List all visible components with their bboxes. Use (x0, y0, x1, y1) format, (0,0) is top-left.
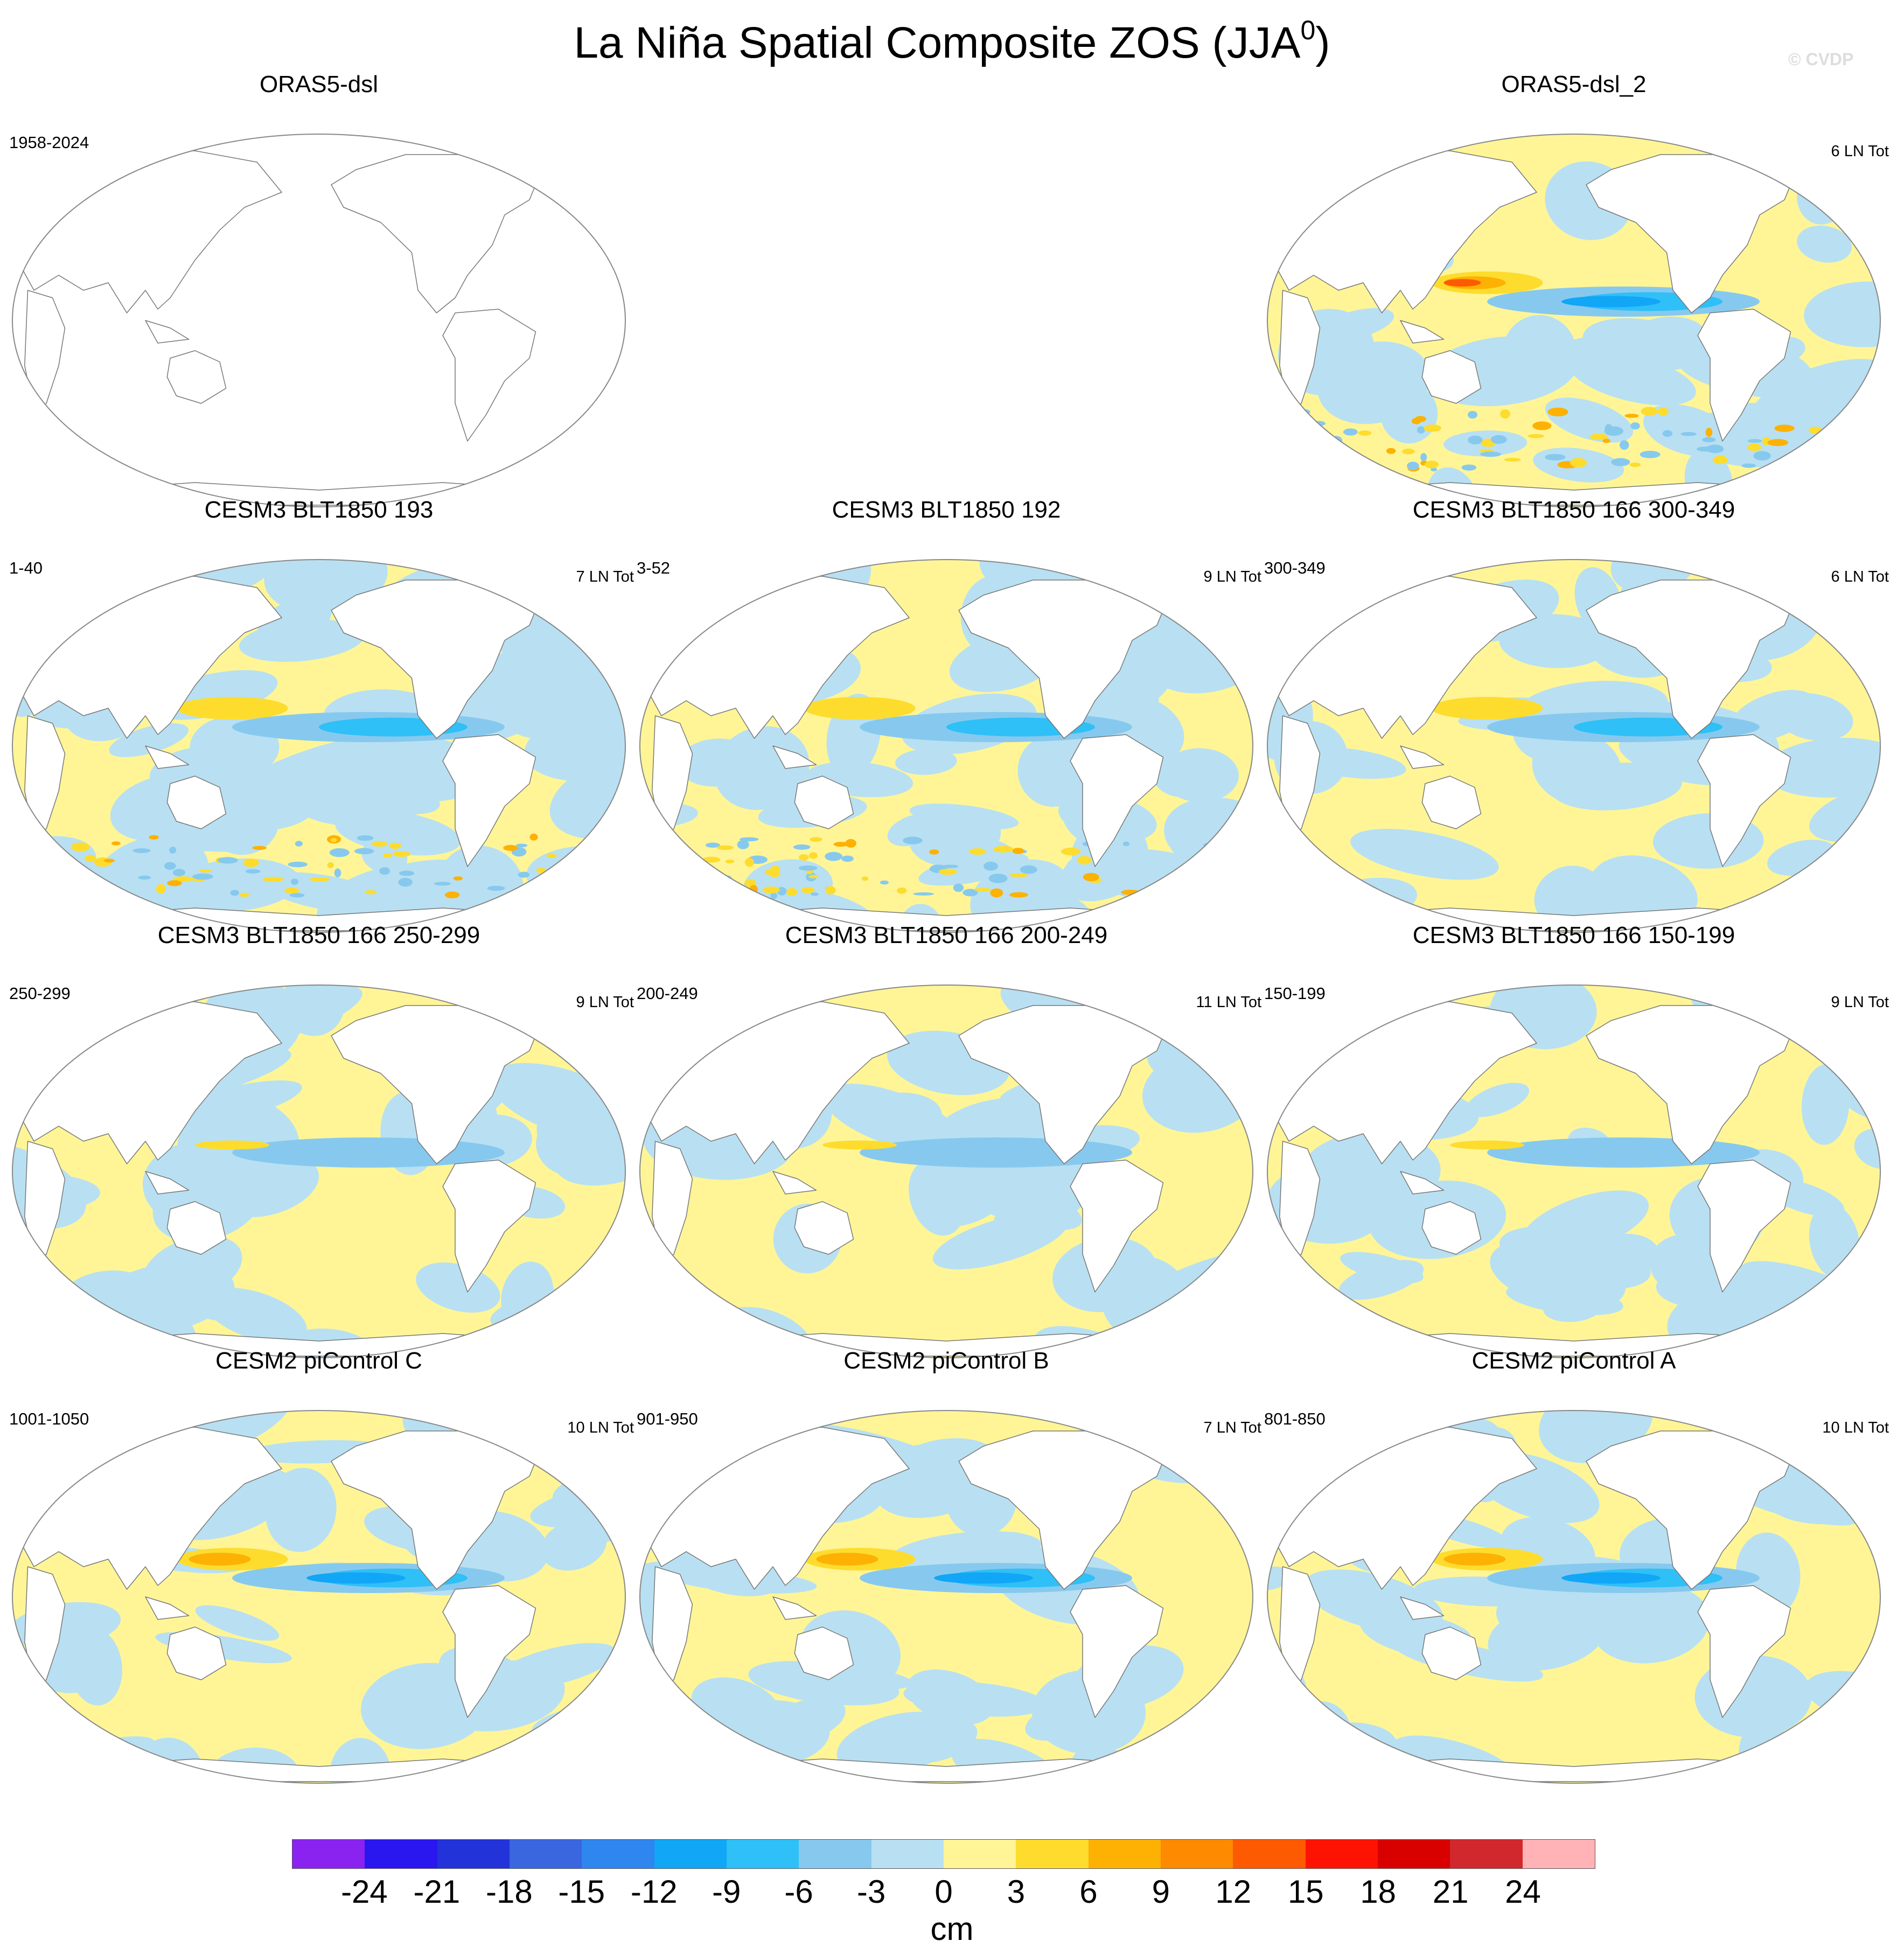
panel-event-count: 11 LN Tot (1196, 994, 1261, 1011)
colorbar-swatch (1088, 1840, 1161, 1868)
panel-period-label: 1-40 (9, 558, 43, 577)
colorbar-swatch (509, 1840, 582, 1868)
colorbar (292, 1839, 1595, 1869)
panel-title: CESM3 BLT1850 166 250-299 (157, 922, 480, 948)
panel-title: CESM2 piControl C (215, 1347, 422, 1374)
panel-period-label: 200-249 (637, 984, 698, 1003)
colorbar-tick-label: 3 (1007, 1874, 1026, 1910)
panel-event-count: 9 LN Tot (1203, 568, 1261, 585)
colorbar-tick-label: -12 (630, 1874, 678, 1910)
panel-title: CESM2 piControl A (1471, 1347, 1676, 1374)
panel-title: CESM3 BLT1850 193 (204, 497, 434, 523)
panel-event-count: 7 LN Tot (576, 568, 634, 585)
figure-title: La Niña Spatial Composite ZOS (JJA0) (574, 15, 1330, 67)
world-map (1267, 134, 1881, 507)
world-map (1267, 559, 1881, 933)
panel-period-label: 250-299 (9, 984, 71, 1003)
colorbar-swatch (365, 1840, 437, 1868)
colorbar-tick-label: 6 (1079, 1874, 1098, 1910)
world-map (639, 985, 1253, 1358)
world-map (12, 985, 626, 1358)
panel-period-label: 1001-1050 (9, 1409, 89, 1428)
world-map (1267, 985, 1881, 1358)
panel-period-label: 801-850 (1264, 1409, 1326, 1428)
colorbar-swatch (1160, 1840, 1233, 1868)
panel-period-label: 901-950 (637, 1409, 698, 1428)
world-map (1267, 1410, 1881, 1784)
panel-title: CESM3 BLT1850 166 200-249 (785, 922, 1108, 948)
colorbar-swatch (1450, 1840, 1523, 1868)
colorbar-swatch (1016, 1840, 1089, 1868)
world-map (12, 559, 626, 933)
colorbar-tick-label: -6 (784, 1874, 813, 1910)
colorbar-swatch (1305, 1840, 1378, 1868)
colorbar-tick-label: -9 (712, 1874, 741, 1910)
world-map (639, 559, 1253, 933)
colorbar-tick-label: 15 (1287, 1874, 1324, 1910)
panel-event-count: 9 LN Tot (1831, 994, 1889, 1011)
colorbar-swatch (1522, 1840, 1595, 1868)
colorbar-swatch (799, 1840, 871, 1868)
panel-title: CESM3 BLT1850 192 (832, 497, 1061, 523)
world-map (12, 1410, 626, 1784)
colorbar-swatch (437, 1840, 510, 1868)
panel-event-count: 10 LN Tot (1822, 1419, 1889, 1436)
panel-event-count: 9 LN Tot (576, 994, 634, 1011)
colorbar-tick-label: 24 (1505, 1874, 1541, 1910)
colorbar-ticks: -24 -21 -18 -15 -12 -9 -6 -3 0 3 6 9 12 15 18 21 24 (292, 1873, 1595, 1916)
cvdp-credit: © CVDP (1788, 50, 1854, 69)
panel-title: CESM3 BLT1850 166 150-199 (1412, 922, 1735, 948)
panel-period-label: 3-52 (637, 558, 671, 577)
panel-event-count: 7 LN Tot (1203, 1419, 1261, 1436)
colorbar-unit: cm (930, 1911, 974, 1947)
panel-period-label: 150-199 (1264, 984, 1326, 1003)
panel-title: CESM2 piControl B (843, 1347, 1049, 1374)
panel-period-label: 1958-2024 (9, 133, 89, 152)
panel-event-count: 10 LN Tot (567, 1419, 634, 1436)
colorbar-swatch (943, 1840, 1016, 1868)
panel-title: CESM3 BLT1850 166 300-349 (1412, 497, 1735, 523)
colorbar-swatch (292, 1840, 365, 1868)
colorbar-tick-label: -15 (558, 1874, 605, 1910)
world-map (12, 134, 626, 507)
colorbar-tick-label: -21 (413, 1874, 461, 1910)
colorbar-tick-label: 0 (934, 1874, 953, 1910)
colorbar-swatch (582, 1840, 654, 1868)
panel-title: ORAS5-dsl (259, 71, 379, 97)
panel-period-label: 300-349 (1264, 558, 1326, 577)
colorbar-tick-label: 12 (1215, 1874, 1252, 1910)
colorbar-swatch (871, 1840, 944, 1868)
colorbar-tick-label: 18 (1360, 1874, 1397, 1910)
colorbar-tick-label: -18 (485, 1874, 533, 1910)
world-map (639, 1410, 1253, 1784)
colorbar-swatch (1233, 1840, 1306, 1868)
colorbar-swatch (1377, 1840, 1450, 1868)
colorbar-swatch (654, 1840, 727, 1868)
panel-title: ORAS5-dsl_2 (1501, 71, 1647, 97)
colorbar-tick-label: -24 (341, 1874, 388, 1910)
panel-event-count: 6 LN Tot (1831, 143, 1889, 160)
colorbar-tick-label: -3 (856, 1874, 886, 1910)
colorbar-swatch (726, 1840, 799, 1868)
colorbar-tick-label: 21 (1432, 1874, 1469, 1910)
panel-event-count: 6 LN Tot (1831, 568, 1889, 585)
colorbar-tick-label: 9 (1152, 1874, 1170, 1910)
